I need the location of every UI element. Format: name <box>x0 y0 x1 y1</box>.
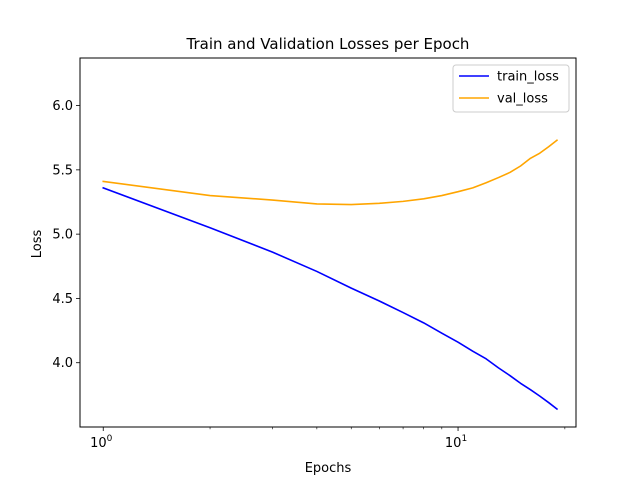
y-tick-label: 5.5 <box>52 163 73 178</box>
y-axis-label: Loss <box>30 230 45 259</box>
y-tick-label: 5.0 <box>52 228 73 243</box>
y-tick-label: 6.0 <box>52 99 73 114</box>
x-axis-label: Epochs <box>305 461 352 476</box>
legend-label-val-loss: val_loss <box>497 92 548 107</box>
y-axis-ticks: 4.0 4.5 5.0 5.5 6.0 <box>52 99 80 371</box>
series-line-val-loss <box>102 139 559 206</box>
series-layer <box>102 139 559 411</box>
y-tick-label: 4.0 <box>52 356 73 371</box>
y-tick-label: 4.5 <box>52 292 73 307</box>
legend-label-train-loss: train_loss <box>497 70 559 85</box>
chart-title: Train and Validation Losses per Epoch <box>186 35 470 53</box>
x-axis-ticks: 100 101 <box>90 427 566 451</box>
series-line-train-loss <box>102 186 559 411</box>
plot-frame <box>79 57 577 428</box>
legend: train_loss val_loss <box>452 64 570 113</box>
x-tick-label: 101 <box>445 434 467 451</box>
x-tick-label: 100 <box>90 434 113 451</box>
